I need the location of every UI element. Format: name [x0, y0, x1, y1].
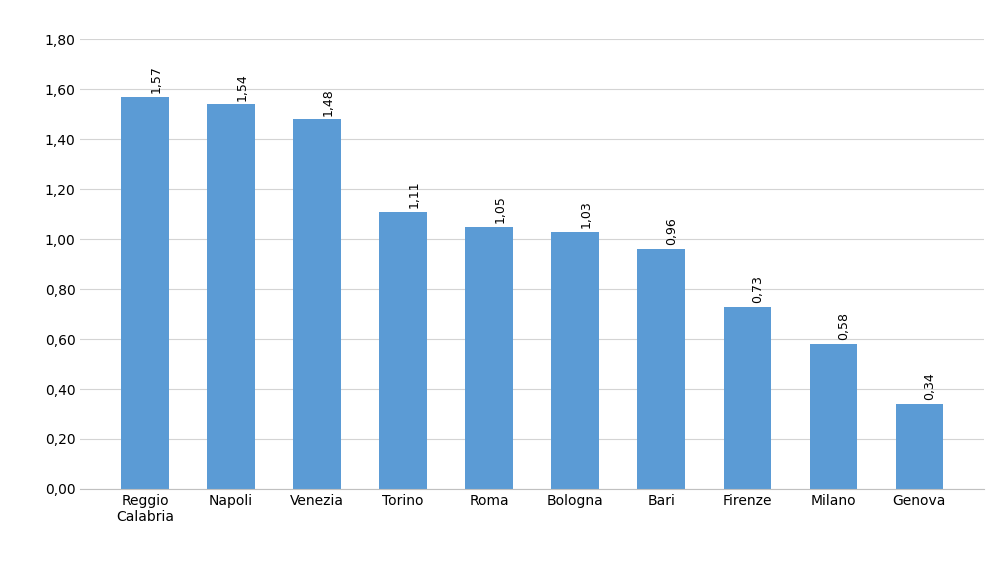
- Bar: [723, 307, 770, 489]
- Text: 1,05: 1,05: [492, 195, 506, 223]
- Text: 1,57: 1,57: [149, 65, 162, 93]
- Text: 1,48: 1,48: [321, 88, 334, 116]
- Text: 1,11: 1,11: [407, 180, 420, 208]
- Bar: [293, 119, 340, 489]
- Text: 0,34: 0,34: [923, 373, 936, 400]
- Bar: [465, 226, 513, 489]
- Bar: [121, 97, 169, 489]
- Bar: [895, 404, 942, 489]
- Bar: [208, 105, 255, 489]
- Text: 0,96: 0,96: [665, 217, 678, 246]
- Bar: [551, 232, 598, 489]
- Text: 0,73: 0,73: [750, 275, 763, 303]
- Bar: [808, 344, 856, 489]
- Text: 1,03: 1,03: [579, 200, 592, 228]
- Bar: [637, 249, 684, 489]
- Bar: [379, 212, 426, 489]
- Text: 0,58: 0,58: [837, 312, 850, 341]
- Text: 1,54: 1,54: [235, 73, 248, 101]
